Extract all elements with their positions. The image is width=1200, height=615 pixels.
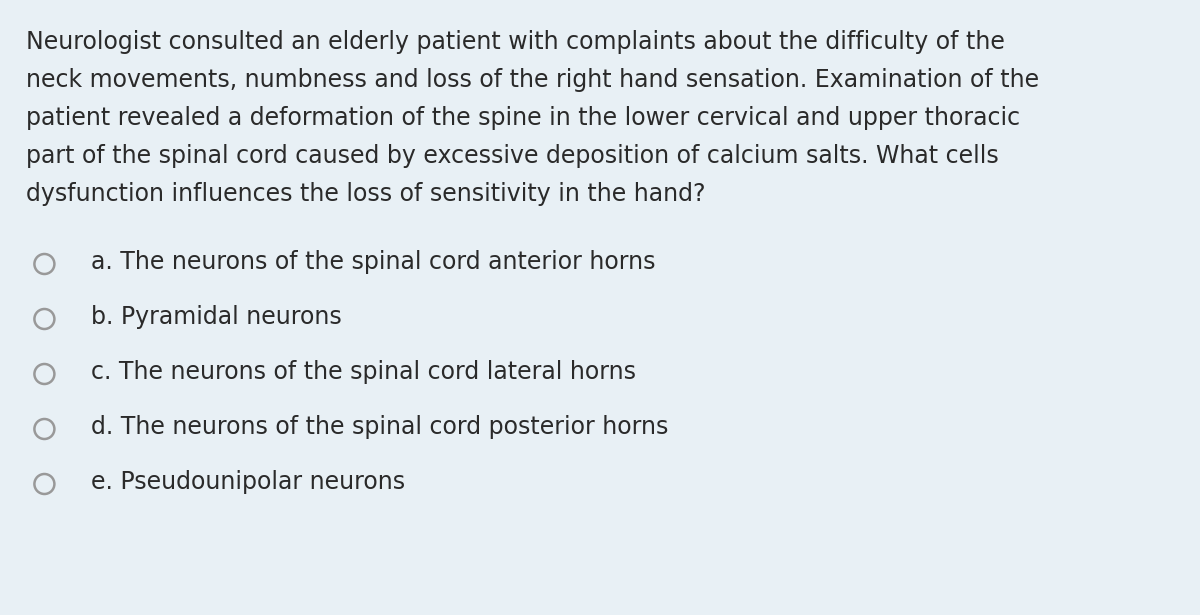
- Text: Neurologist consulted an elderly patient with complaints about the difficulty of: Neurologist consulted an elderly patient…: [26, 30, 1006, 54]
- Text: patient revealed a deformation of the spine in the lower cervical and upper thor: patient revealed a deformation of the sp…: [26, 106, 1020, 130]
- Text: b. Pyramidal neurons: b. Pyramidal neurons: [91, 305, 342, 329]
- Text: a. The neurons of the spinal cord anterior horns: a. The neurons of the spinal cord anteri…: [91, 250, 656, 274]
- Text: c. The neurons of the spinal cord lateral horns: c. The neurons of the spinal cord latera…: [91, 360, 636, 384]
- Text: dysfunction influences the loss of sensitivity in the hand?: dysfunction influences the loss of sensi…: [26, 182, 706, 206]
- Text: e. Pseudounipolar neurons: e. Pseudounipolar neurons: [91, 470, 406, 494]
- Text: d. The neurons of the spinal cord posterior horns: d. The neurons of the spinal cord poster…: [91, 415, 668, 439]
- Text: neck movements, numbness and loss of the right hand sensation. Examination of th: neck movements, numbness and loss of the…: [26, 68, 1039, 92]
- Text: part of the spinal cord caused by excessive deposition of calcium salts. What ce: part of the spinal cord caused by excess…: [26, 144, 1000, 168]
